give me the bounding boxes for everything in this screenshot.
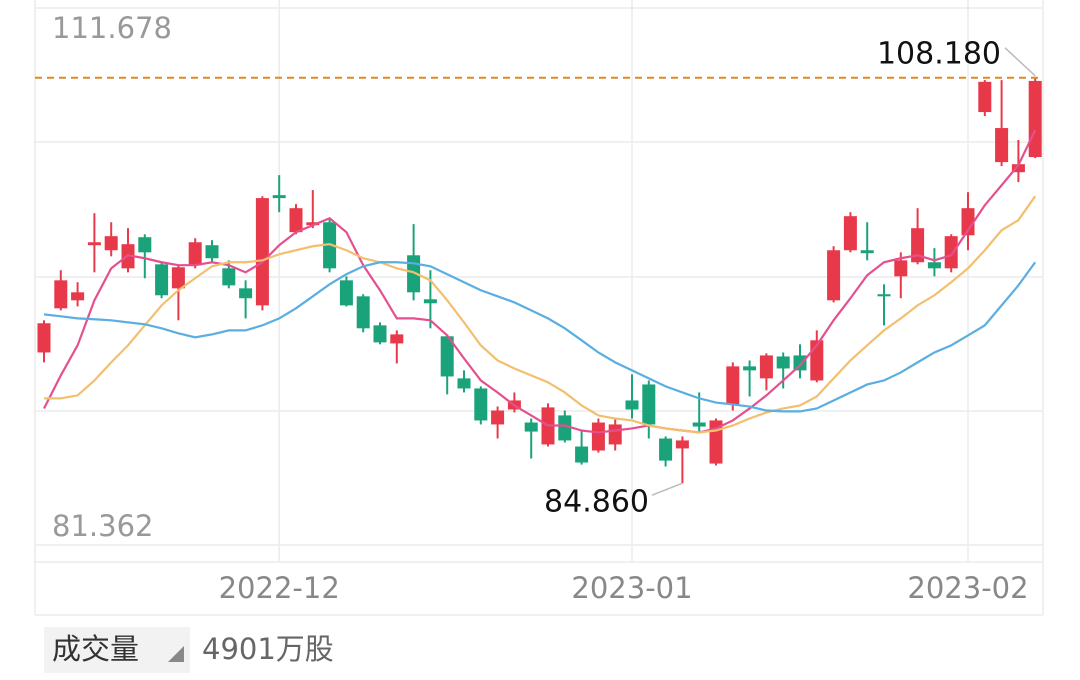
volume-label: 成交量 bbox=[52, 632, 139, 666]
candle-body bbox=[675, 440, 689, 449]
max-leader bbox=[1004, 47, 1036, 77]
candle-body bbox=[205, 245, 219, 259]
candle-body bbox=[171, 267, 185, 289]
candle-body bbox=[104, 236, 118, 251]
candle-body bbox=[726, 366, 740, 405]
candle-body bbox=[87, 242, 101, 246]
volume-value: 4901万股 bbox=[202, 632, 334, 666]
x-tick-label: 2023-02 bbox=[907, 571, 1028, 605]
candle-body bbox=[961, 208, 975, 236]
candle-body bbox=[877, 294, 891, 297]
candle-body bbox=[37, 323, 51, 353]
volume-button[interactable] bbox=[44, 627, 190, 673]
candle-body bbox=[188, 242, 202, 266]
candle-body bbox=[1028, 80, 1042, 158]
candle-body bbox=[860, 250, 874, 254]
candle-body bbox=[995, 128, 1009, 163]
x-tick-label: 2022-12 bbox=[219, 571, 340, 605]
candle-body bbox=[356, 296, 370, 329]
candle-body bbox=[692, 422, 706, 427]
candle-body bbox=[390, 334, 404, 344]
candle-body bbox=[524, 422, 538, 432]
ma-line bbox=[43, 261, 1037, 413]
candle-body bbox=[339, 280, 353, 306]
candle-body bbox=[272, 195, 286, 199]
candle-body bbox=[155, 264, 169, 296]
candle-body bbox=[222, 268, 236, 286]
candle-body bbox=[239, 288, 253, 299]
candle-body bbox=[306, 222, 320, 226]
candle-body bbox=[457, 378, 471, 389]
y-tick-label: 81.362 bbox=[52, 509, 153, 543]
candle-body bbox=[978, 81, 992, 113]
candle-body bbox=[743, 366, 757, 371]
candle-body bbox=[608, 424, 622, 445]
ma-line bbox=[43, 129, 1037, 434]
candle-body bbox=[575, 446, 589, 463]
candle-body bbox=[625, 400, 639, 410]
candle-body bbox=[793, 355, 807, 371]
candle-body bbox=[491, 410, 505, 425]
candle-body bbox=[54, 280, 68, 309]
candle-body bbox=[894, 260, 908, 277]
min-label: 84.860 bbox=[544, 485, 649, 520]
max-label: 108.180 bbox=[877, 36, 1001, 71]
dropdown-icon bbox=[168, 646, 184, 662]
candle-body bbox=[843, 216, 857, 251]
candle-body bbox=[827, 250, 841, 301]
candle-body bbox=[423, 299, 437, 304]
candle-body bbox=[944, 236, 958, 269]
ma-line bbox=[44, 195, 1037, 434]
candle-body bbox=[440, 336, 454, 377]
candle-body bbox=[642, 384, 656, 425]
y-tick-label: 111.678 bbox=[52, 11, 172, 45]
candle-body bbox=[255, 198, 269, 306]
candle-body bbox=[474, 388, 488, 421]
min-leader bbox=[651, 482, 683, 496]
candle-body bbox=[71, 292, 85, 301]
candle-body bbox=[558, 415, 572, 441]
frame bbox=[34, 0, 1044, 616]
candle-body bbox=[776, 356, 790, 369]
candle-body bbox=[911, 228, 925, 263]
candle-body bbox=[591, 422, 605, 451]
candle-body bbox=[373, 325, 387, 343]
candle-body bbox=[138, 237, 152, 253]
candle-body bbox=[927, 262, 941, 269]
candle-body bbox=[289, 208, 303, 233]
candle-body bbox=[1011, 164, 1025, 173]
candle-body bbox=[759, 355, 773, 379]
candle-body bbox=[659, 438, 673, 461]
x-tick-label: 2023-01 bbox=[571, 571, 692, 605]
